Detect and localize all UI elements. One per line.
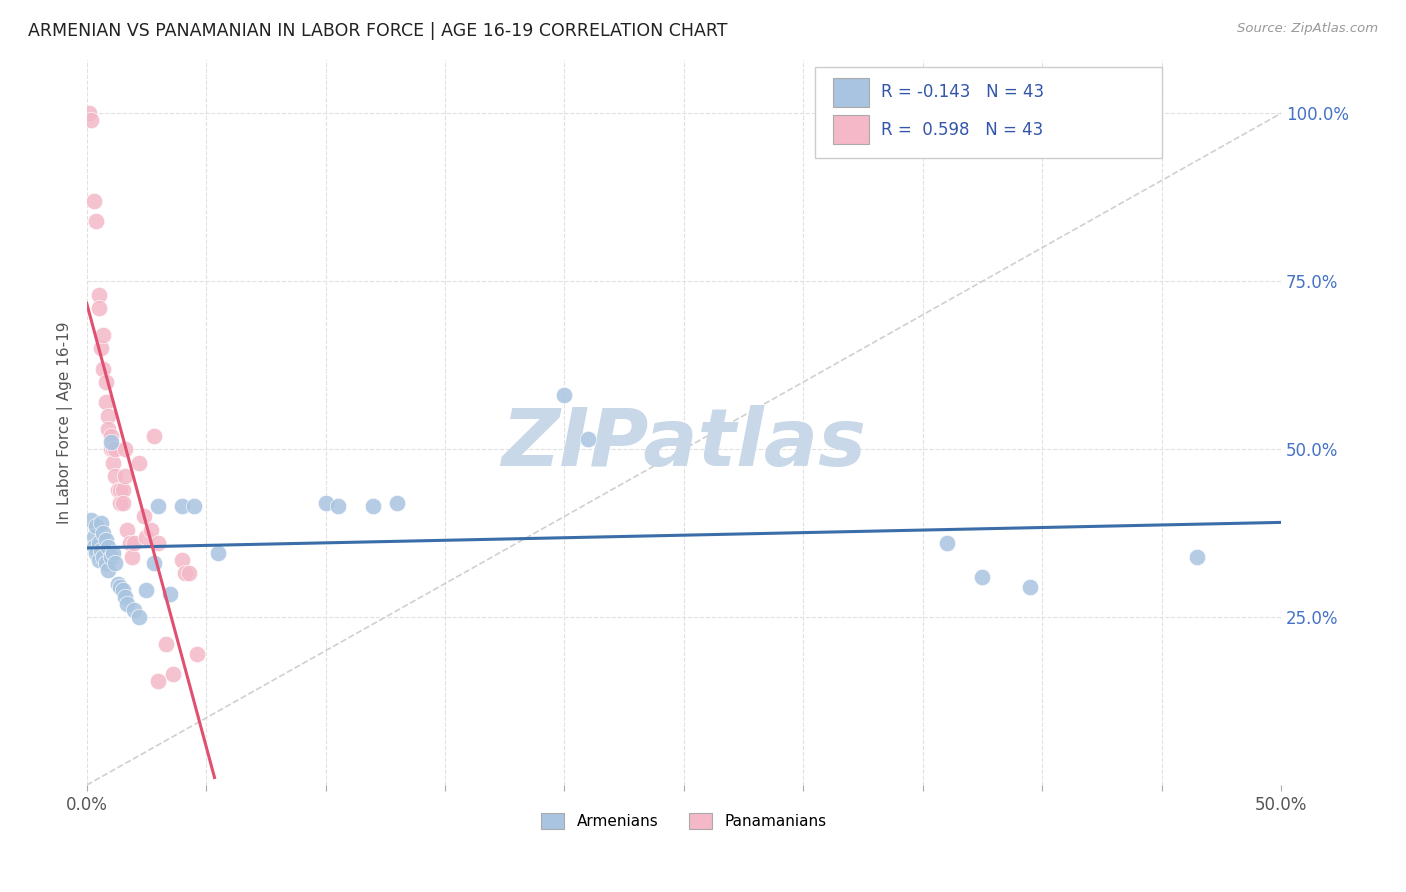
Point <box>326 500 349 514</box>
Point <box>186 647 208 661</box>
Point <box>83 540 105 554</box>
Point <box>94 375 117 389</box>
Point <box>94 395 117 409</box>
Point <box>179 566 201 581</box>
Point <box>111 496 134 510</box>
Point <box>173 566 195 581</box>
Y-axis label: In Labor Force | Age 16-19: In Labor Force | Age 16-19 <box>58 321 73 524</box>
Point <box>107 483 129 497</box>
Point <box>159 587 181 601</box>
Point <box>387 496 409 510</box>
Text: R = -0.143   N = 43: R = -0.143 N = 43 <box>882 83 1045 102</box>
Point <box>363 500 385 514</box>
Point <box>117 523 139 537</box>
Point <box>83 530 105 544</box>
Point <box>104 469 127 483</box>
Point <box>108 496 131 510</box>
Point <box>90 543 112 558</box>
Point <box>114 469 136 483</box>
Point <box>100 549 122 564</box>
Point <box>97 409 120 423</box>
Point <box>172 500 194 514</box>
Point <box>148 536 170 550</box>
Point <box>77 106 100 120</box>
Point <box>90 342 112 356</box>
Point <box>108 580 131 594</box>
Text: ARMENIAN VS PANAMANIAN IN LABOR FORCE | AGE 16-19 CORRELATION CHART: ARMENIAN VS PANAMANIAN IN LABOR FORCE | … <box>28 22 728 40</box>
Point <box>141 523 163 537</box>
Point <box>111 583 134 598</box>
Point <box>207 546 229 560</box>
Point <box>108 483 131 497</box>
Text: ZIPatlas: ZIPatlas <box>502 405 866 483</box>
Point <box>128 456 150 470</box>
Point <box>94 533 117 547</box>
Legend: Armenians, Panamanians: Armenians, Panamanians <box>536 807 832 836</box>
Point <box>148 673 170 688</box>
Point <box>101 456 124 470</box>
Point <box>87 301 110 315</box>
Point <box>142 429 165 443</box>
Point <box>87 553 110 567</box>
Point <box>101 442 124 457</box>
Point <box>87 287 110 301</box>
Point <box>97 563 120 577</box>
Point <box>93 526 115 541</box>
Point <box>111 483 134 497</box>
Point <box>107 576 129 591</box>
Point <box>100 442 122 457</box>
Point <box>117 597 139 611</box>
Point <box>104 442 127 457</box>
Point <box>972 570 994 584</box>
Point <box>118 536 141 550</box>
Point <box>172 553 194 567</box>
Point <box>553 388 575 402</box>
Point <box>142 557 165 571</box>
Point <box>935 536 957 550</box>
Bar <box>834 78 869 107</box>
Point <box>97 422 120 436</box>
Point <box>1019 580 1042 594</box>
Point <box>97 540 120 554</box>
Point <box>84 519 107 533</box>
Point <box>104 557 127 571</box>
Point <box>101 546 124 560</box>
Point <box>128 610 150 624</box>
Point <box>80 113 103 128</box>
Point <box>94 557 117 571</box>
Point <box>93 361 115 376</box>
Point <box>90 516 112 530</box>
Point <box>84 546 107 560</box>
Text: R =  0.598   N = 43: R = 0.598 N = 43 <box>882 121 1043 139</box>
Point <box>132 509 155 524</box>
Text: Source: ZipAtlas.com: Source: ZipAtlas.com <box>1237 22 1378 36</box>
Point <box>93 549 115 564</box>
Point <box>80 513 103 527</box>
Point <box>87 536 110 550</box>
Point <box>1187 549 1209 564</box>
Point <box>83 194 105 208</box>
Point <box>162 667 184 681</box>
Point <box>84 214 107 228</box>
Point <box>93 328 115 343</box>
Point <box>124 603 146 617</box>
Point <box>576 432 599 446</box>
Bar <box>834 115 869 145</box>
Point <box>183 500 205 514</box>
Point <box>155 637 177 651</box>
Point <box>315 496 337 510</box>
Point <box>135 583 157 598</box>
Point <box>100 435 122 450</box>
Point <box>121 549 143 564</box>
Point <box>100 429 122 443</box>
Point <box>124 536 146 550</box>
Point <box>114 442 136 457</box>
FancyBboxPatch shape <box>815 67 1161 158</box>
Point <box>148 500 170 514</box>
Point <box>114 590 136 604</box>
Point <box>135 530 157 544</box>
